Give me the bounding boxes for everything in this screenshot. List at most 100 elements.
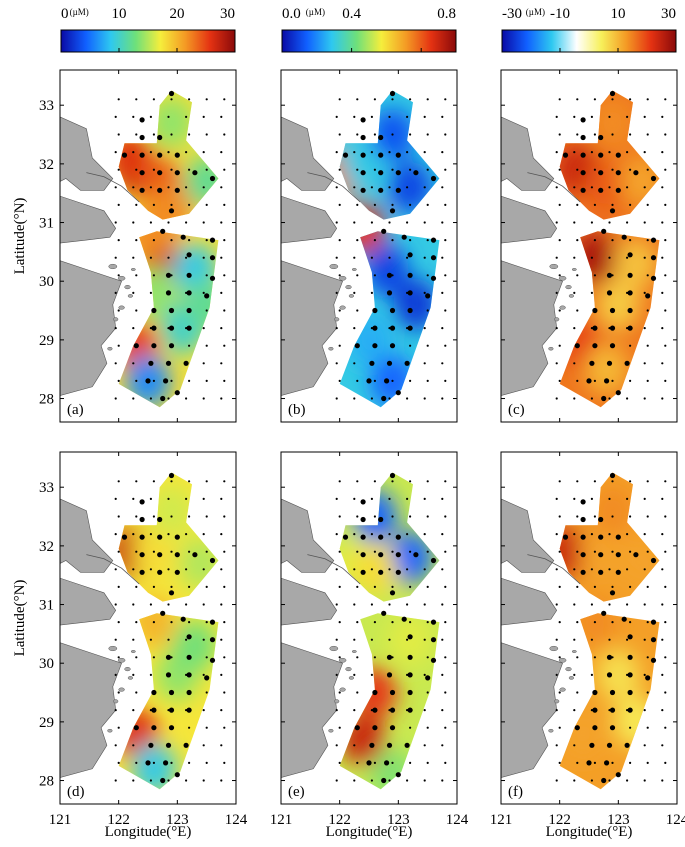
station-small	[576, 168, 579, 171]
station-small	[152, 515, 155, 518]
station-small	[353, 397, 356, 400]
station-small	[426, 133, 429, 136]
station-small	[167, 115, 170, 118]
station-large	[592, 707, 598, 713]
field-blob	[613, 695, 658, 748]
station-small	[220, 709, 223, 712]
station-small	[664, 480, 667, 483]
station-small	[558, 344, 561, 347]
station-large	[580, 152, 586, 158]
station-large	[395, 569, 401, 575]
station-large	[133, 343, 139, 349]
island	[328, 346, 334, 351]
colorbar-gradient	[60, 29, 236, 53]
station-large	[598, 170, 604, 176]
station-small	[152, 550, 155, 553]
station-small	[132, 744, 135, 747]
station-small	[423, 638, 426, 641]
station-small	[444, 274, 447, 277]
land-mass	[60, 642, 122, 778]
station-large	[430, 255, 437, 261]
station-small	[152, 98, 155, 101]
station-large	[192, 170, 198, 176]
station-small	[114, 186, 117, 189]
station-small	[353, 568, 356, 571]
station-large	[186, 689, 192, 696]
station-small	[114, 497, 117, 500]
y-axis-label-bottom: Latitude(°N)	[12, 580, 28, 657]
land-mass	[60, 195, 117, 244]
station-small	[353, 603, 356, 606]
station-small	[626, 397, 629, 400]
station-small	[576, 761, 579, 765]
station-small	[135, 585, 138, 589]
station-small	[373, 515, 376, 518]
station-small	[643, 186, 646, 189]
panel-label: (e)	[288, 784, 305, 800]
station-small	[373, 585, 376, 589]
station-small	[117, 480, 120, 483]
station-large	[425, 293, 431, 299]
station-small	[114, 673, 117, 677]
station-small	[185, 151, 188, 154]
station-large	[645, 675, 651, 681]
station-small	[185, 533, 188, 536]
station-large	[580, 170, 586, 176]
station-small	[664, 98, 667, 101]
station-small	[593, 550, 597, 553]
station-large	[609, 208, 616, 214]
station-small	[220, 256, 223, 259]
station-small	[170, 621, 173, 624]
station-small	[132, 151, 135, 154]
station-large	[430, 557, 437, 564]
station-small	[167, 603, 170, 606]
station-large	[401, 616, 407, 622]
station-large	[609, 707, 616, 713]
station-large	[372, 343, 378, 349]
station-small	[406, 568, 409, 571]
station-small	[661, 327, 664, 330]
station-small	[409, 239, 412, 242]
station-small	[391, 761, 394, 765]
station-small	[590, 497, 594, 500]
station-small	[646, 585, 649, 589]
station-small	[558, 621, 561, 624]
station-large	[645, 293, 651, 299]
land	[60, 498, 140, 778]
station-small	[223, 480, 226, 483]
station-small	[152, 379, 155, 382]
island	[108, 263, 118, 270]
station-small	[661, 603, 664, 606]
station-small	[576, 133, 579, 136]
station-small	[338, 274, 341, 277]
station-small	[441, 397, 444, 400]
field-blob	[613, 237, 658, 290]
station-small	[391, 550, 394, 553]
station-small	[423, 568, 426, 571]
station-small	[576, 656, 579, 659]
station-small	[426, 480, 429, 483]
station-large	[180, 234, 186, 240]
station-large	[204, 293, 210, 299]
station-small	[608, 603, 611, 606]
station-large	[627, 707, 633, 713]
land	[501, 498, 581, 778]
station-small	[370, 221, 373, 224]
station-small	[444, 761, 447, 765]
station-small	[661, 151, 664, 154]
station-large	[360, 569, 366, 575]
station-small	[423, 115, 426, 118]
colorbar-tick-label: 0	[61, 6, 69, 22]
station-small	[626, 221, 629, 224]
station-small	[220, 497, 223, 500]
station-small	[590, 779, 594, 782]
panel-c: (c)	[500, 69, 678, 423]
estuary-shoal	[527, 554, 581, 585]
station-small	[370, 673, 373, 677]
station-small	[335, 638, 338, 641]
station-small	[590, 673, 594, 677]
station-large	[168, 725, 175, 731]
station-small	[388, 603, 391, 606]
station-small	[646, 168, 649, 171]
station-large	[615, 152, 621, 158]
